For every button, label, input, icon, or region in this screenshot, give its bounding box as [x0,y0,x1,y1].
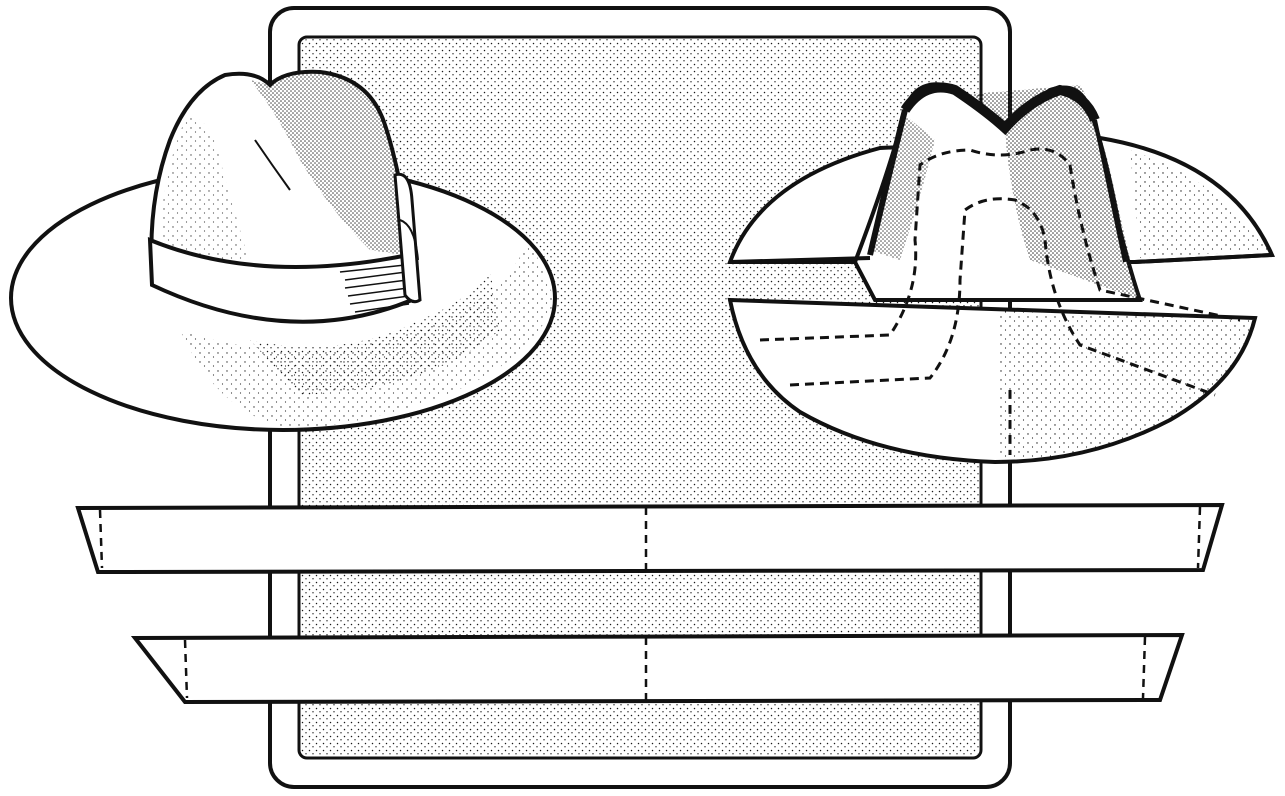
upper-band-strip [75,502,1225,575]
finished-hat-bow [393,172,422,304]
lower-band-strip [130,632,1185,705]
cutaway-hat [727,82,1276,465]
finished-hat [9,69,557,432]
